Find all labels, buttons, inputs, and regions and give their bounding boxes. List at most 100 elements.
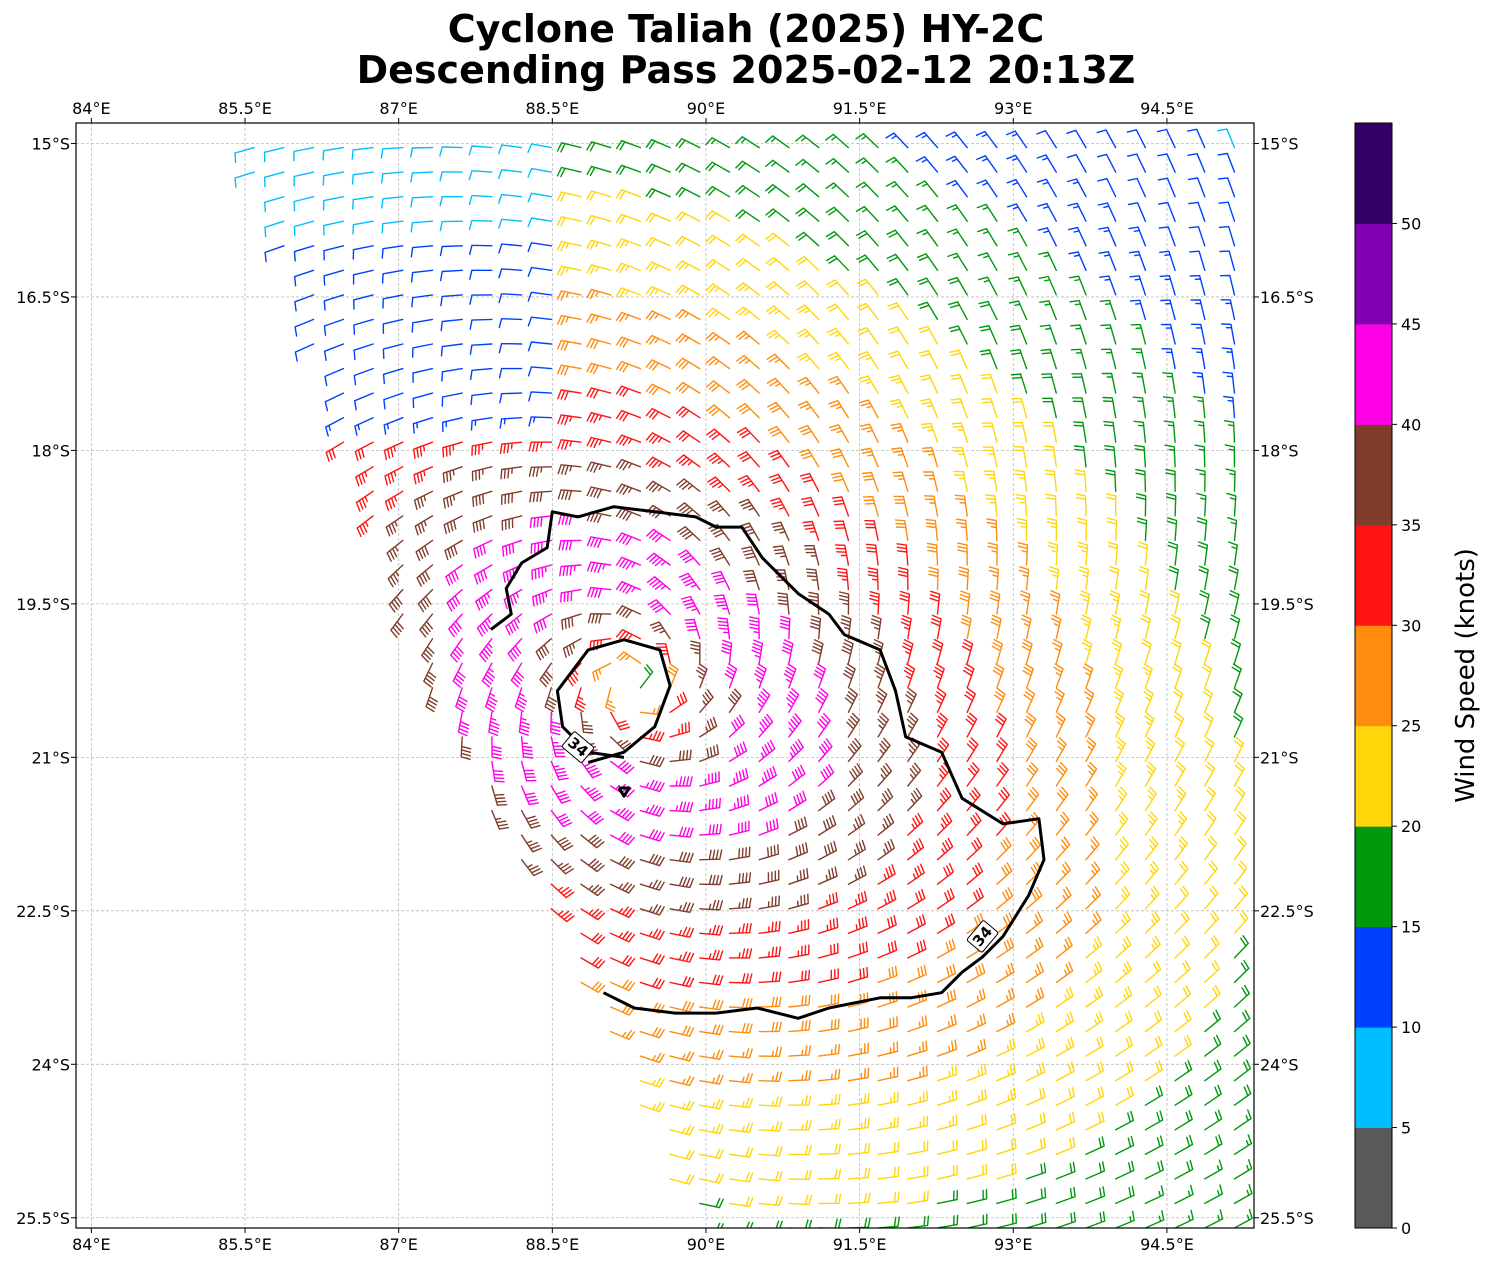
colorbar-tick-label: 35 <box>1401 516 1421 535</box>
wind-barb <box>847 941 868 959</box>
wind-barb <box>1139 590 1150 615</box>
wind-barb <box>353 294 374 310</box>
wind-barb <box>705 356 731 370</box>
wind-barb <box>950 398 968 419</box>
wind-barb <box>1055 1186 1076 1205</box>
wind-barb <box>1144 860 1160 885</box>
wind-barb <box>707 500 731 517</box>
wind-barb <box>527 192 552 203</box>
wind-barb <box>586 461 612 473</box>
wind-barb <box>1099 275 1117 296</box>
wind-barb <box>996 987 1016 1008</box>
wind-barb <box>1047 541 1059 566</box>
wind-barb <box>964 687 976 713</box>
wind-barb <box>1085 1061 1105 1082</box>
wind-barb <box>1105 469 1117 492</box>
wind-barb <box>527 341 552 352</box>
wind-barb <box>986 518 998 542</box>
wind-barb <box>765 135 790 149</box>
wind-barb <box>1204 985 1221 1008</box>
wind-barb <box>699 771 720 787</box>
wind-barb <box>741 546 760 566</box>
wind-barb <box>550 834 574 851</box>
wind-barb <box>885 132 909 149</box>
wind-barb <box>550 785 572 804</box>
wind-barb <box>797 376 820 394</box>
wind-barb <box>796 280 820 296</box>
colorbar-segment <box>1355 826 1392 928</box>
wind-barb <box>527 316 552 327</box>
contour-label: 34 <box>561 731 594 763</box>
wind-barb <box>1085 861 1101 885</box>
wind-barb <box>728 794 750 812</box>
lat-tick-label-right: 25.5°S <box>1260 1209 1314 1228</box>
wind-barb <box>966 812 982 836</box>
colorbar-tick-label: 40 <box>1401 415 1421 434</box>
wind-barb <box>966 1088 987 1106</box>
wind-barb <box>676 502 701 517</box>
wind-barb <box>439 171 463 182</box>
wind-barb <box>1008 300 1028 321</box>
wind-barb <box>774 569 790 591</box>
wind-barb <box>586 511 612 524</box>
wind-barb <box>675 284 701 296</box>
wind-barb <box>861 471 879 492</box>
wind-barb <box>1025 937 1044 959</box>
wind-barb <box>491 809 510 830</box>
wind-barb <box>836 567 850 591</box>
wind-barb <box>1204 1134 1223 1155</box>
wind-barb <box>1038 251 1057 271</box>
wind-barb <box>556 290 582 301</box>
wind-barb <box>491 785 508 806</box>
colorbar-segment <box>1355 625 1392 727</box>
wind-barb <box>699 999 724 1011</box>
wind-barb <box>1025 911 1043 934</box>
colorbar-segment <box>1355 524 1392 626</box>
colorbar-label: Wind Speed (knots) <box>1451 548 1481 803</box>
wind-barb <box>978 276 998 296</box>
wind-barb <box>323 269 345 286</box>
wind-barb <box>1137 541 1149 566</box>
wind-barb <box>870 614 882 640</box>
wind-barb <box>1085 1111 1105 1131</box>
wind-barb <box>557 464 582 475</box>
wind-barb <box>975 130 998 149</box>
wind-barb <box>946 204 968 222</box>
wind-barb <box>841 639 854 664</box>
wind-barb <box>1084 687 1095 713</box>
wind-barb <box>1233 1034 1251 1057</box>
wind-barb <box>479 638 493 663</box>
wind-barb <box>616 409 642 422</box>
wind-barb <box>976 203 998 222</box>
wind-barb <box>352 196 374 210</box>
wind-barb <box>1055 1161 1076 1180</box>
wind-barb <box>639 1027 665 1039</box>
wind-barb <box>412 392 434 409</box>
wind-barb <box>795 231 820 247</box>
wind-barb <box>646 552 671 567</box>
wind-barb <box>649 621 671 640</box>
wind-barb <box>856 278 879 296</box>
wind-barb <box>1078 565 1090 591</box>
wind-barb <box>1025 786 1040 812</box>
wind-barb <box>616 140 642 151</box>
wind-barb <box>894 519 909 542</box>
wind-barb <box>1037 202 1057 222</box>
wind-barb <box>907 914 926 934</box>
wind-barb <box>381 245 404 259</box>
wind-barb <box>411 318 434 333</box>
wind-barb <box>410 146 434 158</box>
wind-barb <box>1174 1134 1194 1155</box>
wind-barb <box>574 687 586 713</box>
wind-barb <box>439 220 463 232</box>
wind-barb <box>765 208 790 222</box>
wind-barb <box>699 744 720 763</box>
wind-barb <box>1115 861 1130 885</box>
wind-barb <box>788 1095 812 1106</box>
wind-barb <box>498 293 523 304</box>
wind-barb <box>293 220 315 237</box>
wind-barb <box>677 526 701 542</box>
wind-barb <box>877 1216 900 1228</box>
wind-barb <box>877 1141 900 1155</box>
wind-barb <box>669 1100 695 1111</box>
